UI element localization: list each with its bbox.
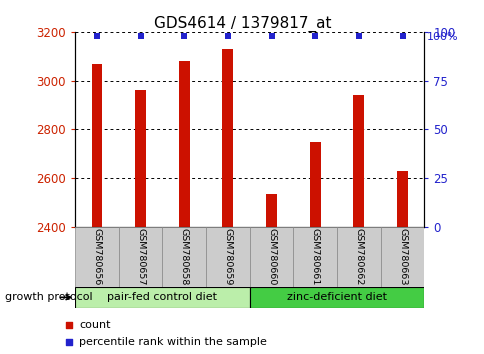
- Bar: [396, 171, 407, 227]
- Bar: [249, 287, 424, 308]
- Text: 100%: 100%: [426, 32, 458, 42]
- Text: GSM780657: GSM780657: [136, 228, 145, 285]
- Bar: [179, 61, 189, 227]
- Point: [398, 33, 406, 39]
- Bar: [309, 142, 320, 227]
- Bar: [135, 90, 146, 227]
- Bar: [162, 227, 206, 287]
- Bar: [353, 95, 363, 227]
- Bar: [91, 64, 102, 227]
- Text: GSM780663: GSM780663: [397, 228, 406, 285]
- Bar: [222, 49, 233, 227]
- Bar: [75, 227, 119, 287]
- Point: [311, 33, 318, 39]
- Point: [354, 33, 362, 39]
- Text: zinc-deficient diet: zinc-deficient diet: [287, 292, 386, 302]
- Text: growth protocol: growth protocol: [5, 292, 92, 302]
- Text: count: count: [79, 320, 111, 330]
- Point: [136, 33, 144, 39]
- Text: GSM780662: GSM780662: [354, 228, 363, 285]
- Text: pair-fed control diet: pair-fed control diet: [107, 292, 217, 302]
- Text: percentile rank within the sample: percentile rank within the sample: [79, 337, 267, 347]
- Text: GSM780656: GSM780656: [92, 228, 101, 285]
- Text: GSM780661: GSM780661: [310, 228, 319, 285]
- Text: GSM780659: GSM780659: [223, 228, 232, 285]
- Bar: [266, 194, 276, 227]
- Text: GDS4614 / 1379817_at: GDS4614 / 1379817_at: [153, 16, 331, 32]
- Bar: [75, 287, 249, 308]
- Bar: [206, 227, 249, 287]
- Point: [65, 339, 73, 344]
- Text: GSM780658: GSM780658: [180, 228, 188, 285]
- Point: [93, 33, 101, 39]
- Point: [224, 33, 231, 39]
- Point: [180, 33, 188, 39]
- Point: [65, 322, 73, 328]
- Bar: [249, 227, 293, 287]
- Bar: [336, 227, 380, 287]
- Bar: [293, 227, 336, 287]
- Bar: [119, 227, 162, 287]
- Text: GSM780660: GSM780660: [267, 228, 275, 285]
- Bar: [380, 227, 424, 287]
- Point: [267, 33, 275, 39]
